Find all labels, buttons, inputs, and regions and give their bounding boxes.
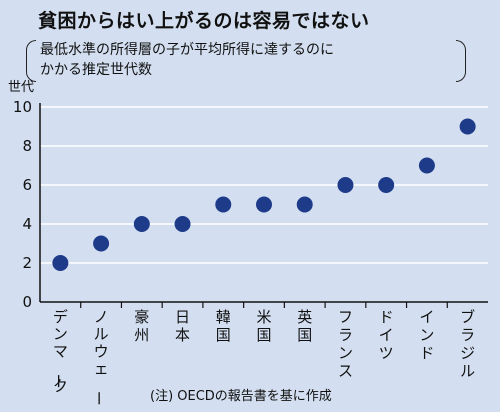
data-point	[52, 255, 69, 271]
x-tick-label: ノルウェー	[90, 308, 109, 406]
data-point	[93, 235, 110, 252]
chart-note: (注) OECDの報告書を基に作成	[150, 389, 332, 404]
x-tick-label: ドイツ	[379, 308, 394, 362]
y-tick-label: 2	[22, 254, 32, 272]
y-tick-label: 10	[13, 98, 32, 116]
x-tick-label: ブラジル	[460, 308, 475, 380]
data-point	[256, 196, 272, 213]
chart-title: 貧困からはい上がるのは容易ではない	[38, 10, 370, 32]
chart-subtitle: 最低水準の所得層の子が平均所得に達するのに かかる推定世代数	[40, 40, 450, 80]
x-tick-label: 豪州	[134, 308, 149, 344]
x-tick-label: 英国	[297, 308, 312, 344]
x-tick-label: インド	[419, 308, 434, 362]
data-point	[174, 216, 191, 232]
subtitle-line-1: 最低水準の所得層の子が平均所得に達するのに	[40, 42, 334, 58]
y-axis-unit: 世代	[8, 80, 35, 95]
data-point	[215, 196, 232, 213]
data-point	[133, 216, 150, 232]
x-tick-label: フランス	[338, 308, 353, 380]
data-point	[378, 177, 395, 193]
data-point	[459, 118, 476, 135]
subtitle-line-2: かかる推定世代数	[40, 62, 152, 78]
y-tick-label: 8	[22, 137, 32, 155]
y-tick-label: 4	[22, 215, 32, 233]
y-tick-label: 6	[22, 176, 32, 194]
data-point	[418, 157, 435, 174]
x-tick-label: 米国	[256, 308, 271, 344]
data-point	[296, 196, 313, 213]
data-point	[337, 177, 354, 193]
x-tick-label: 韓国	[216, 308, 231, 344]
x-tick-label: 日本	[175, 308, 190, 344]
y-tick-label: 0	[22, 293, 32, 311]
x-tick-label: デンマーク	[49, 308, 68, 395]
subtitle-box: 最低水準の所得層の子が平均所得に達するのに かかる推定世代数	[26, 40, 466, 84]
